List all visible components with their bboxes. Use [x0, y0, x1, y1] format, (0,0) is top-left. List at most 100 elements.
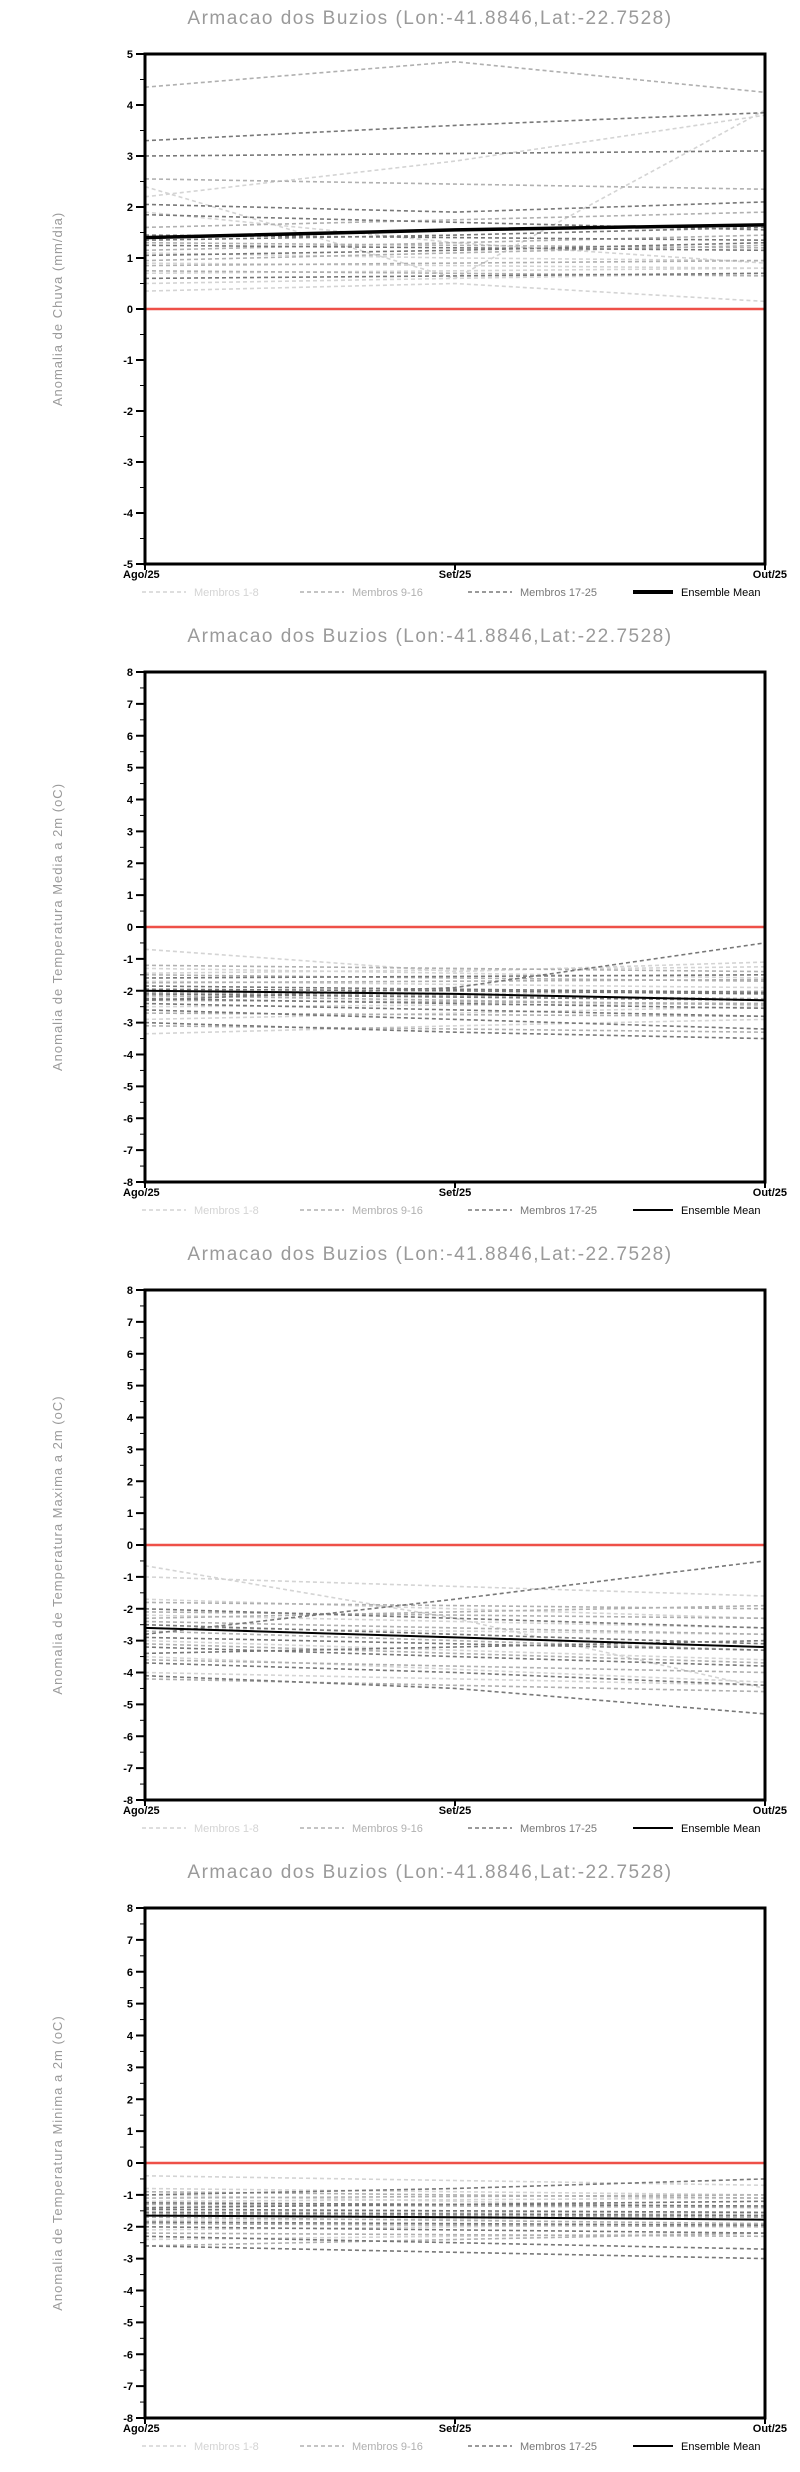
legend-label: Membros 1-8: [194, 1205, 259, 1217]
member-line: [144, 252, 766, 262]
y-tick-label: 6: [127, 1967, 133, 1979]
y-tick-label: -5: [123, 559, 133, 571]
y-axis-title: Anomalia de Temperatura Media a 2m (oC): [50, 783, 65, 1071]
y-tick-label: -4: [123, 1668, 134, 1680]
y-tick-label: 5: [127, 1381, 133, 1393]
y-tick-label: -8: [123, 2413, 133, 2425]
member-line: [144, 1002, 766, 1008]
member-line: [144, 1611, 766, 1620]
y-tick-label: 4: [127, 795, 134, 807]
member-line: [144, 2203, 766, 2209]
member-line: [144, 272, 766, 285]
y-tick-label: -3: [123, 1636, 133, 1648]
y-tick-label: 4: [127, 100, 134, 112]
y-tick-label: 2: [127, 1476, 133, 1488]
member-line: [144, 1564, 766, 1690]
y-tick-label: 5: [127, 763, 133, 775]
legend-label: Membros 17-25: [520, 1823, 597, 1835]
member-line: [144, 978, 766, 984]
member-line: [144, 114, 766, 198]
member-line: [144, 1002, 766, 1018]
member-line: [144, 2213, 766, 2219]
y-tick-label: -3: [123, 457, 133, 469]
chart-anomalia-chuva: Armacao dos Buzios (Lon:-41.8846,Lat:-22…: [0, 0, 800, 618]
member-line: [144, 259, 766, 267]
y-tick-label: -3: [123, 1018, 133, 1030]
member-line: [144, 2245, 766, 2260]
member-line: [144, 262, 766, 269]
member-line: [144, 993, 766, 1002]
legend-label: Membros 1-8: [194, 1823, 259, 1835]
member-line: [144, 1005, 766, 1021]
member-line: [144, 226, 766, 241]
y-tick-label: -5: [123, 2317, 133, 2329]
y-tick-label: 7: [127, 1935, 133, 1947]
y-tick-label: -1: [123, 355, 133, 367]
member-line: [144, 2211, 766, 2217]
legend-label: Membros 1-8: [194, 587, 259, 599]
y-tick-label: 6: [127, 731, 133, 743]
member-line: [144, 244, 766, 262]
y-tick-label: -2: [123, 2222, 133, 2234]
x-tick-label: Ago/25: [123, 1187, 160, 1199]
y-tick-label: 5: [127, 1999, 133, 2011]
y-tick-label: -8: [123, 1177, 133, 1189]
x-tick-label: Out/25: [753, 2423, 787, 2435]
member-line: [144, 1604, 766, 1620]
y-tick-label: 5: [127, 49, 133, 61]
ensemble-mean-line: [144, 2214, 766, 2221]
member-line: [144, 2232, 766, 2247]
y-tick-label: 8: [127, 1903, 133, 1915]
y-tick-label: 2: [127, 858, 133, 870]
y-tick-label: -8: [123, 1795, 133, 1807]
member-line: [144, 2232, 766, 2241]
member-line: [144, 2178, 766, 2196]
member-line: [144, 1671, 766, 1687]
legend-label: Ensemble Mean: [681, 587, 761, 599]
member-line: [144, 2232, 766, 2238]
legend-label: Ensemble Mean: [681, 1823, 761, 1835]
y-tick-label: 7: [127, 1317, 133, 1329]
member-line: [144, 1025, 766, 1033]
y-tick-label: 2: [127, 202, 133, 214]
y-tick-label: 2: [127, 2094, 133, 2106]
member-line: [144, 1646, 766, 1667]
member-line: [144, 244, 766, 252]
y-tick-label: -1: [123, 2190, 133, 2202]
member-line: [144, 1608, 766, 1629]
member-line: [144, 1659, 766, 1674]
member-line: [144, 1655, 766, 1683]
member-line: [144, 1662, 766, 1687]
member-line: [144, 1678, 766, 1693]
chart-canvas-temp-maxima: Anomalia de Temperatura Maxima a 2m (oC)…: [50, 1285, 787, 1835]
y-tick-label: -6: [123, 1731, 133, 1743]
legend-label: Membros 9-16: [352, 1823, 423, 1835]
member-line: [144, 234, 766, 241]
y-tick-label: -3: [123, 2254, 133, 2266]
member-line: [144, 974, 766, 982]
legend-label: Membros 9-16: [352, 587, 423, 599]
member-line: [144, 2187, 766, 2196]
y-tick-label: 1: [127, 1508, 133, 1520]
member-line: [144, 1636, 766, 1651]
legend-label: Membros 17-25: [520, 2441, 597, 2453]
x-tick-label: Set/25: [439, 2423, 471, 2435]
member-line: [144, 1639, 766, 1661]
member-line: [144, 942, 766, 1002]
member-line: [144, 1012, 766, 1018]
member-line: [144, 1009, 766, 1030]
x-tick-label: Ago/25: [123, 1805, 160, 1817]
member-line: [144, 2190, 766, 2199]
member-line: [144, 1018, 766, 1035]
legend-label: Ensemble Mean: [681, 1205, 761, 1217]
chart-anomalia-temp-maxima: Armacao dos Buzios (Lon:-41.8846,Lat:-22…: [0, 1236, 800, 1854]
plot-border: [143, 52, 767, 566]
y-tick-label: -5: [123, 1081, 133, 1093]
y-tick-label: 6: [127, 1349, 133, 1361]
x-tick-label: Out/25: [753, 1187, 787, 1199]
x-tick-label: Set/25: [439, 1187, 471, 1199]
y-tick-label: 0: [127, 304, 133, 316]
member-line: [144, 270, 766, 277]
member-line: [144, 1601, 766, 1610]
y-tick-label: -4: [123, 508, 134, 520]
